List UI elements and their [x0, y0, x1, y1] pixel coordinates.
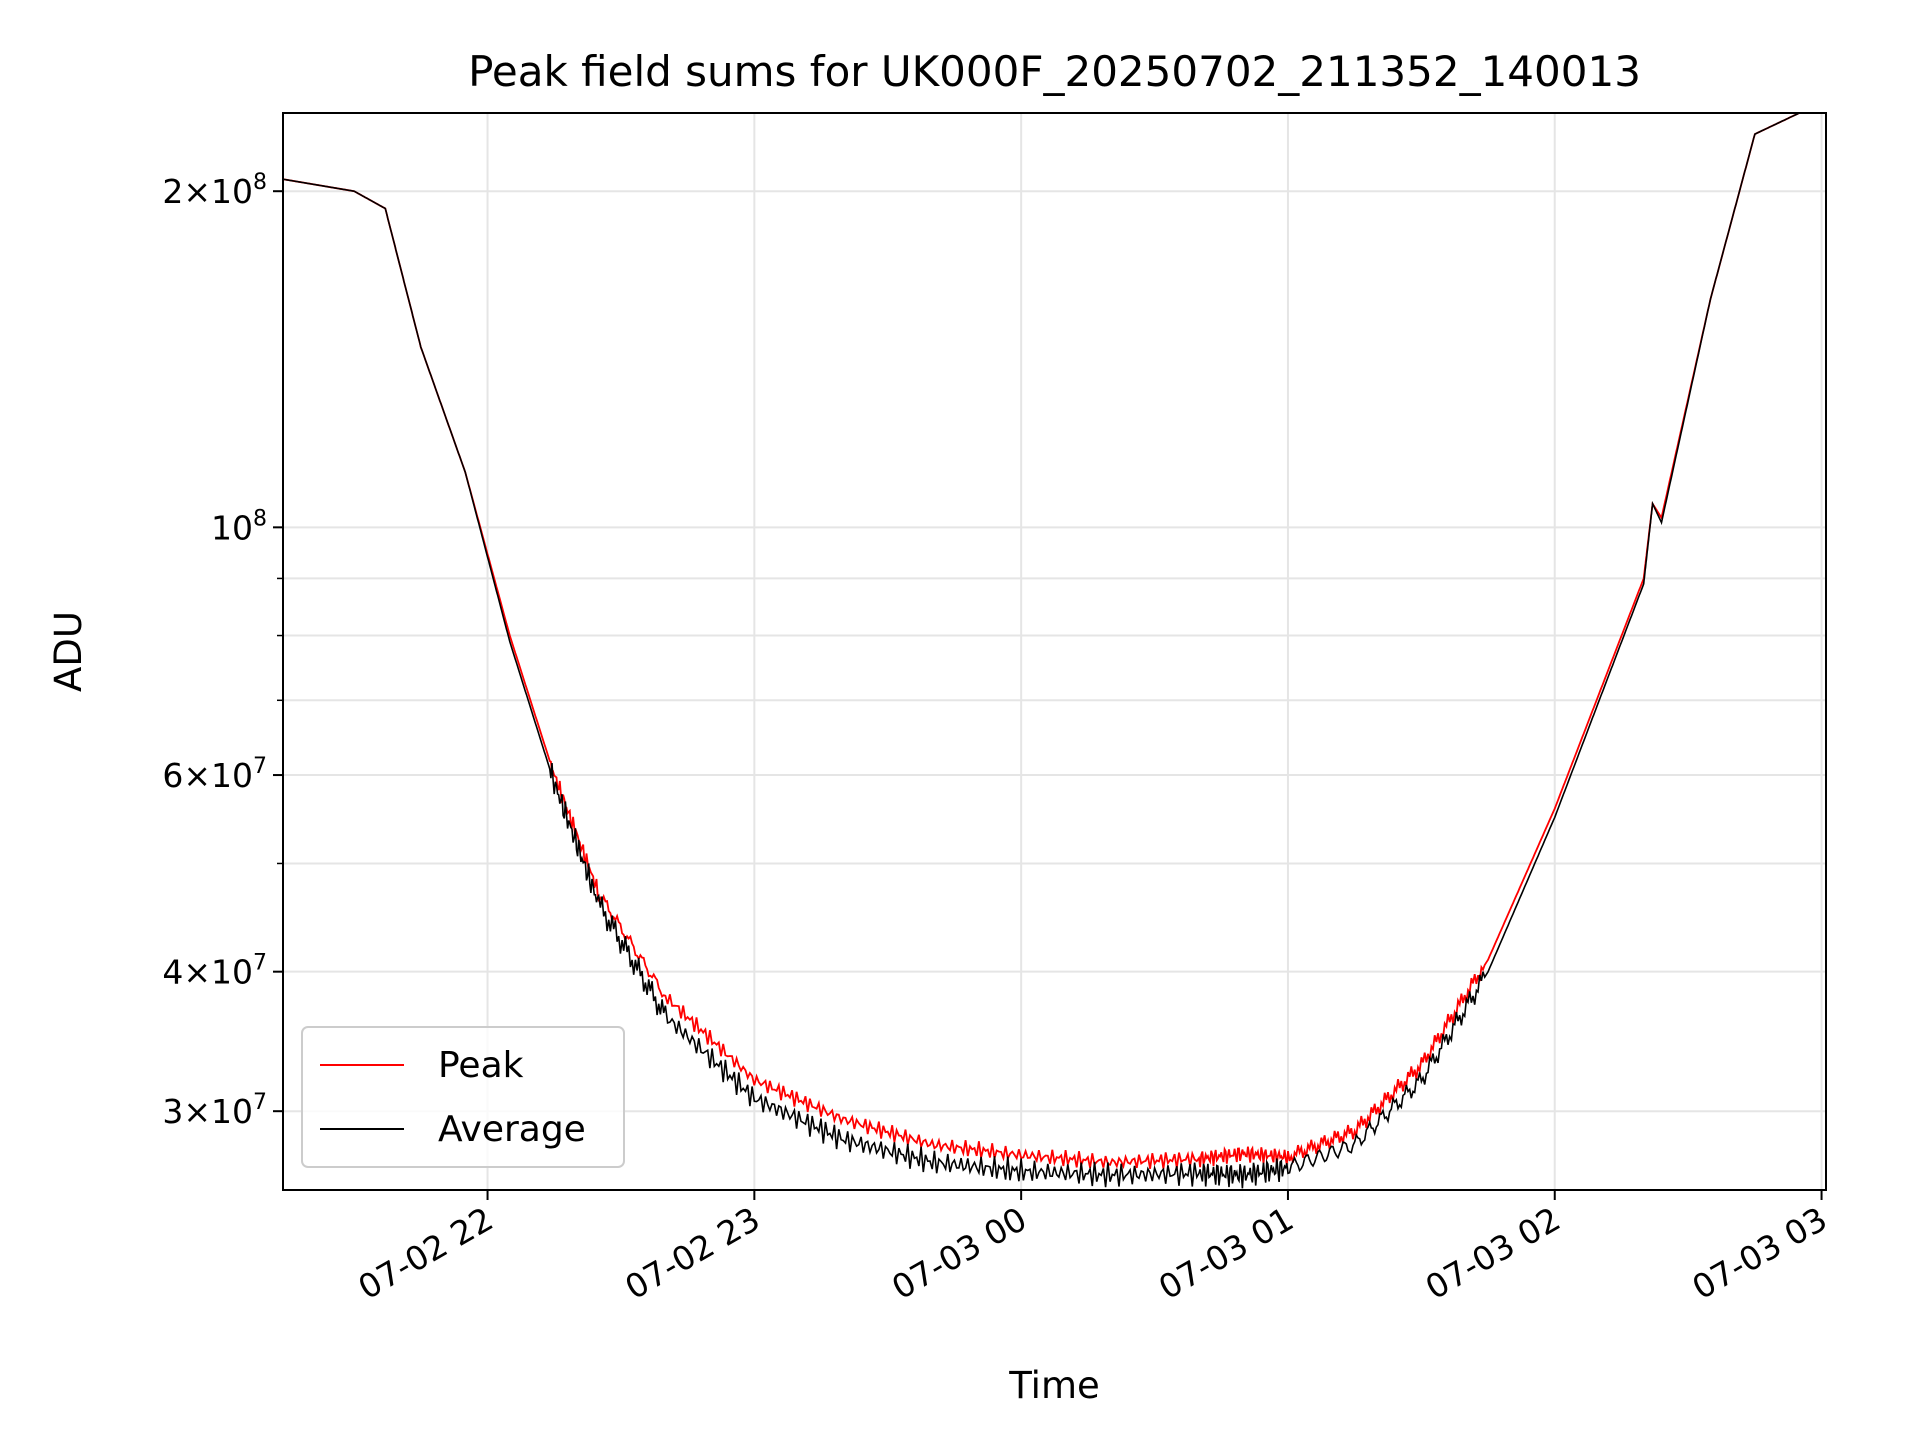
x-tick-label: 07-03 02 [1419, 1199, 1567, 1307]
x-axis-label: Time [1008, 1364, 1100, 1407]
y-axis-ticks: 108 2×108 3×107 4×107 6×107 [162, 170, 283, 1131]
y-tick-label: 6×107 [162, 754, 267, 795]
x-tick-label: 07-02 22 [352, 1199, 500, 1307]
x-axis-ticks: 07-02 22 07-02 23 07-03 00 07-03 01 07-03 02… [352, 1190, 1834, 1307]
y-tick-label: 108 [211, 506, 267, 547]
y-tick-label: 3×107 [162, 1090, 267, 1131]
x-tick-label: 07-03 01 [1152, 1199, 1300, 1307]
x-tick-label: 07-03 00 [885, 1199, 1033, 1307]
y-tick-label: 2×108 [162, 170, 267, 211]
legend-label-average: Average [438, 1109, 586, 1150]
chart-title: Peak field sums for UK000F_20250702_2113… [468, 47, 1641, 96]
legend-label-peak: Peak [438, 1045, 524, 1086]
y-tick-label: 4×107 [162, 951, 267, 992]
x-tick-label: 07-02 23 [618, 1199, 766, 1307]
series-line-peak [282, 112, 1826, 1170]
grid-lines [283, 113, 1826, 1190]
legend-box [301, 1026, 625, 1168]
legend: Peak Average [301, 1026, 625, 1168]
plot-area [282, 112, 1826, 1189]
y-axis-label: ADU [47, 611, 90, 692]
x-tick-label: 07-03 03 [1686, 1199, 1834, 1307]
plot-frame [282, 112, 1827, 1191]
series-line-average [282, 112, 1826, 1189]
